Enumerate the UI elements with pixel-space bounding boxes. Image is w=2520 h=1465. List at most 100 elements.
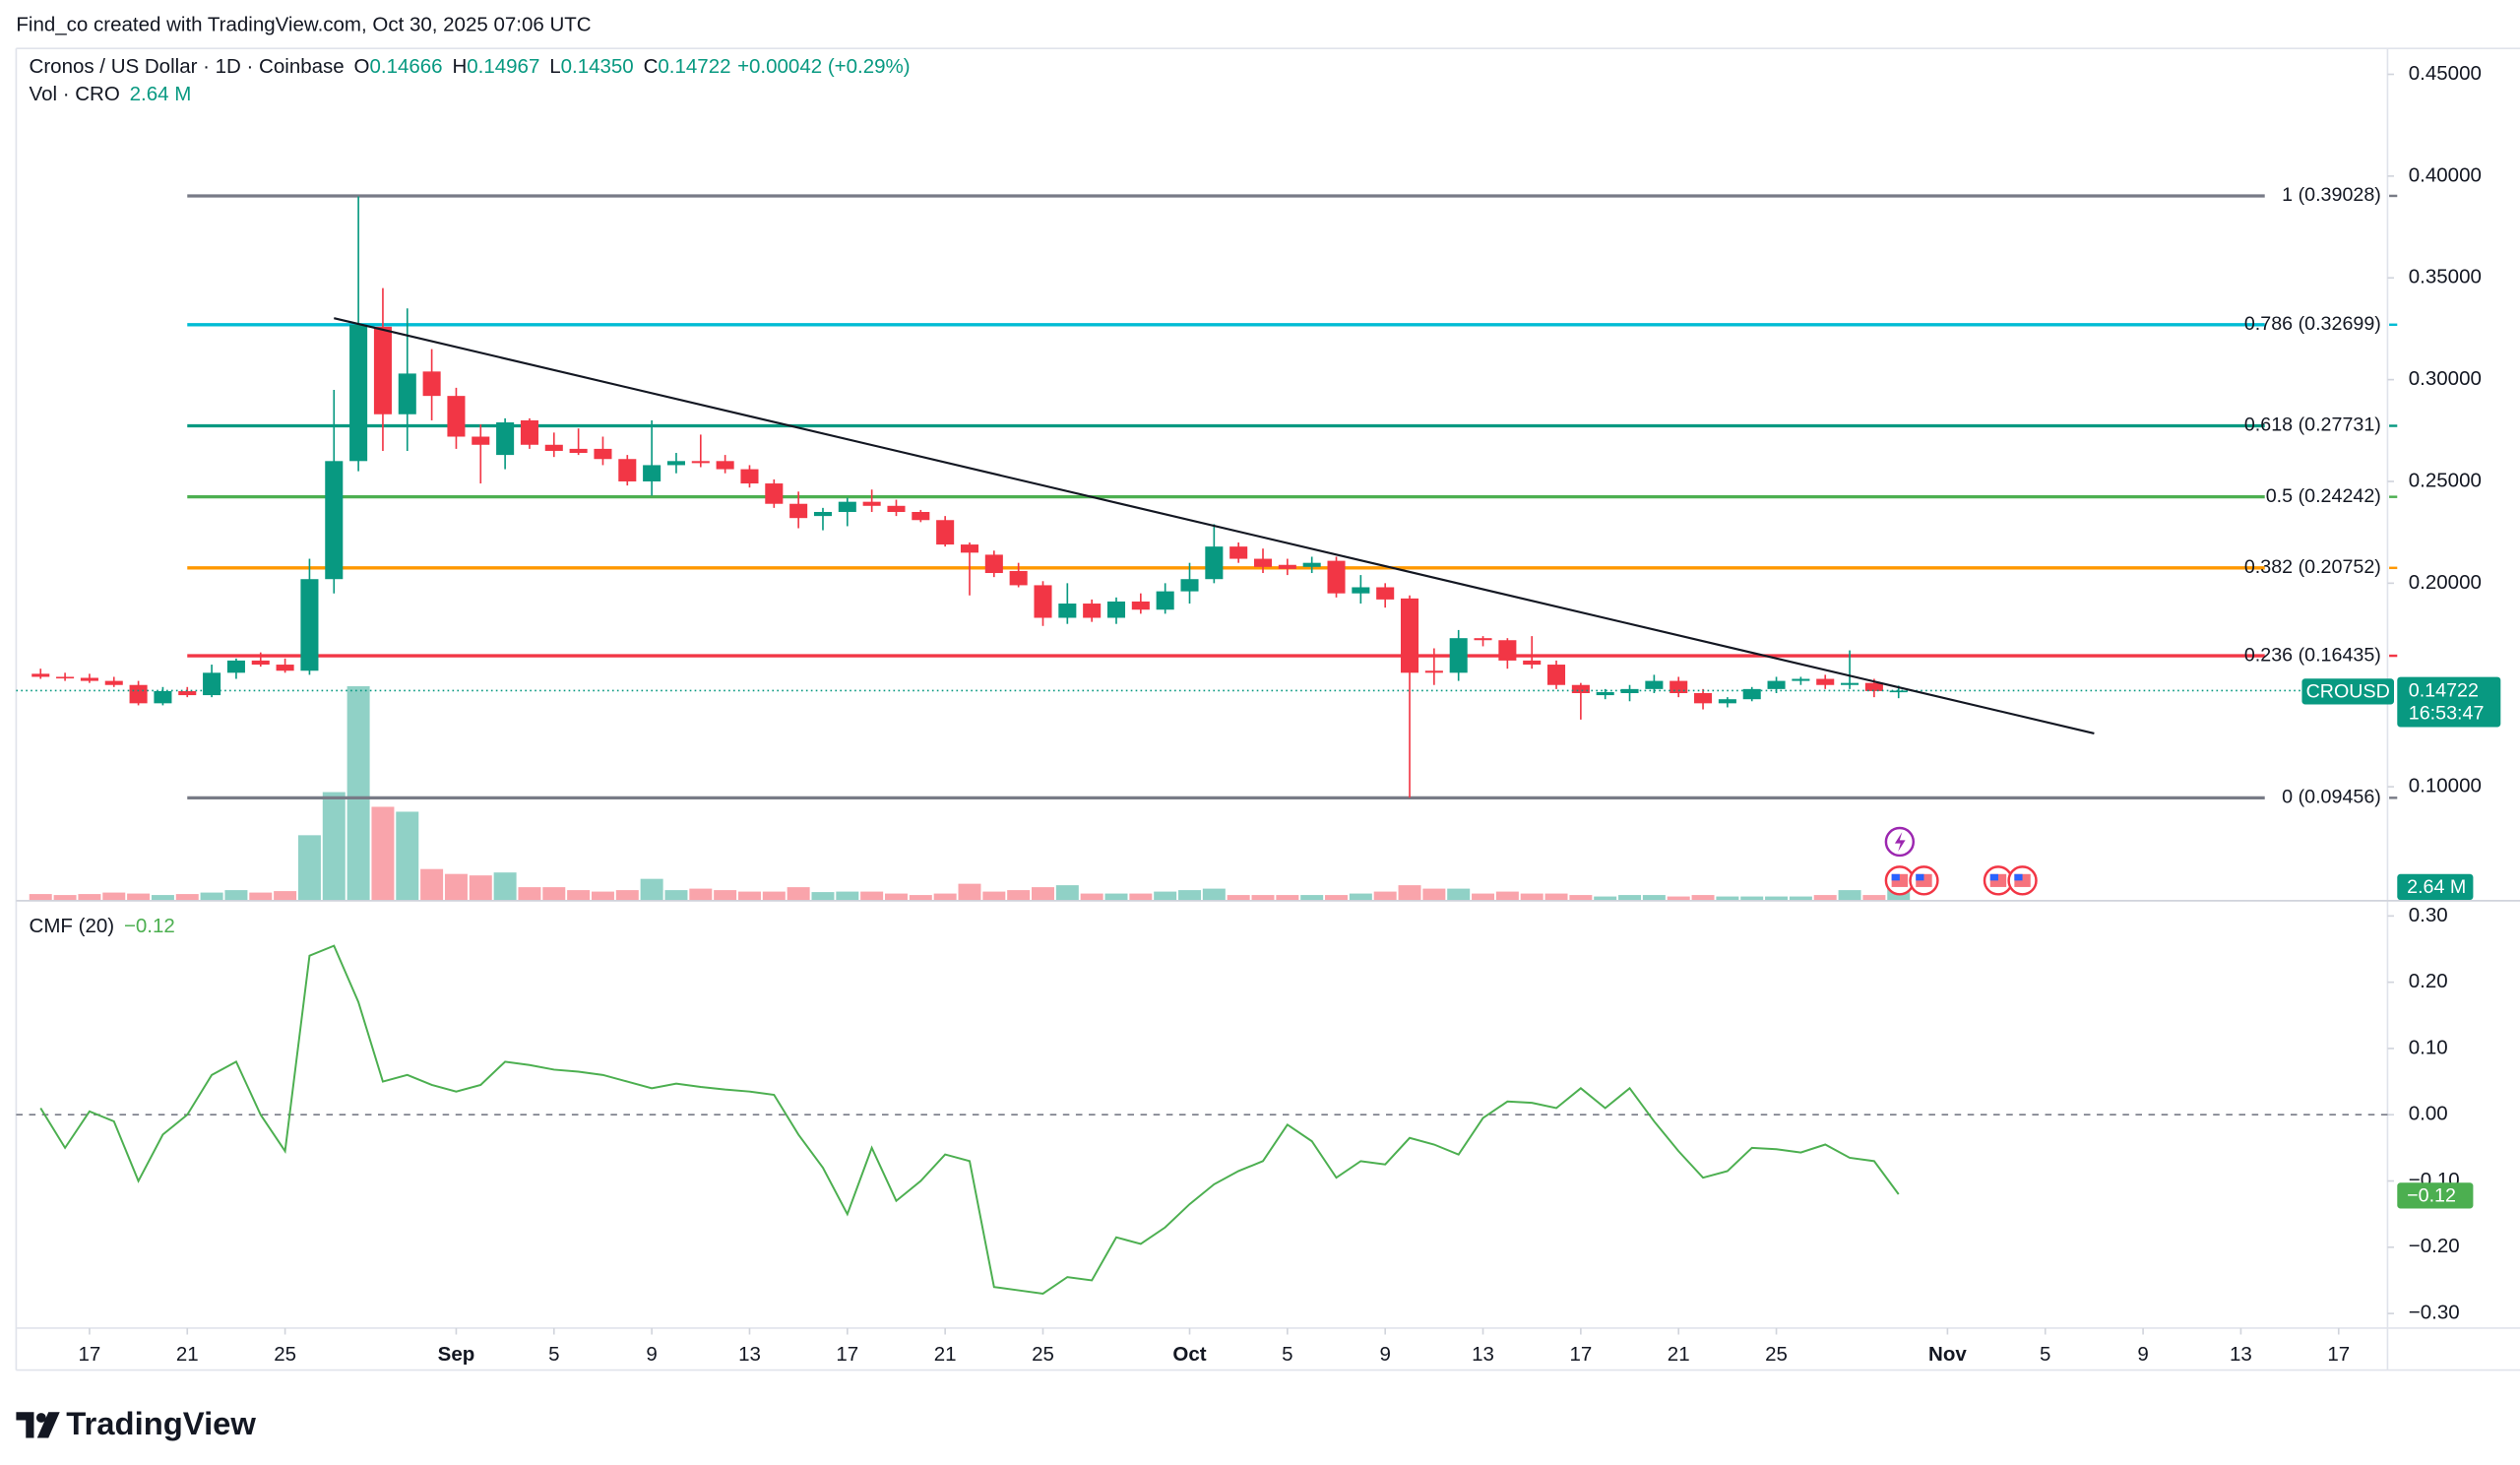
candle-body <box>1767 680 1786 689</box>
x-tick-label: 21 <box>934 1343 957 1366</box>
candle-body <box>1792 678 1810 681</box>
candle-body <box>813 511 833 517</box>
volume-bar <box>1422 888 1446 901</box>
candle-body <box>447 396 466 437</box>
volume-tag-label: 2.64 M <box>2407 876 2466 898</box>
volume-bar <box>1716 896 1739 901</box>
candle-body <box>1205 546 1224 580</box>
volume-bar <box>297 835 321 901</box>
candle-body <box>1034 585 1052 618</box>
event-icons <box>1884 826 2038 896</box>
volume-bar <box>1325 895 1349 901</box>
cmf-tag-label: −0.12 <box>2407 1184 2456 1206</box>
volume-bar <box>1373 891 1397 901</box>
volume-bar <box>1227 895 1250 901</box>
candle-body <box>862 501 881 506</box>
candle-body <box>1498 640 1517 661</box>
candle-body <box>325 461 344 580</box>
panes <box>15 47 2520 1371</box>
candles <box>32 196 1908 798</box>
volume-bar <box>151 895 174 901</box>
candle-body <box>1009 570 1028 586</box>
flag-canton <box>1989 873 1998 881</box>
volume-bar <box>78 894 101 901</box>
x-tick-label: 25 <box>1765 1343 1788 1366</box>
candle-body <box>1302 562 1321 567</box>
fib-label: 0.5 (0.24242) <box>2266 485 2381 507</box>
x-tick-label: 9 <box>2137 1343 2148 1366</box>
candle-body <box>1106 601 1126 618</box>
volume-bar <box>346 686 370 901</box>
ohlc-value: 0.14350 <box>561 55 634 78</box>
volume-bar <box>1838 890 1861 901</box>
candle-body <box>1547 665 1566 685</box>
candle-body <box>472 436 490 445</box>
volume-bar <box>982 891 1006 901</box>
candle-body <box>276 665 294 671</box>
volume-bar <box>1862 895 1886 901</box>
y-tick-label: 0.25000 <box>2409 469 2482 491</box>
cmf-tick-label: 0.20 <box>2409 970 2448 992</box>
logo-text: TradingView <box>66 1405 256 1441</box>
lightning-icon <box>1894 832 1906 852</box>
candle-body <box>1229 546 1248 559</box>
volume-bar <box>664 890 688 901</box>
volume-bars <box>29 686 1911 901</box>
volume-bar <box>1569 895 1593 901</box>
candle-body <box>1474 638 1492 641</box>
ohlc-key: O <box>354 55 370 78</box>
candle-body <box>1131 601 1150 610</box>
volume-bar <box>29 894 52 901</box>
footer-logo: TradingView <box>16 1405 256 1441</box>
volume-bar <box>200 892 223 901</box>
volume-bar <box>1251 895 1275 901</box>
axis-tags: CROUSD 0.14722 16:53:47 2.64 M −0.12 <box>2301 676 2501 1209</box>
candle-body <box>373 326 392 414</box>
volume-bar <box>469 875 492 901</box>
candle-body <box>154 690 172 704</box>
legend: Cronos / US Dollar · 1D · Coinbase O0.146… <box>30 55 911 78</box>
candle-body <box>1571 684 1590 693</box>
fib-label: 1 (0.39028) <box>2282 184 2381 206</box>
ohlc-key: C <box>644 55 659 78</box>
candle-body <box>32 673 50 677</box>
candle-body <box>1424 670 1443 673</box>
x-tick-label: 13 <box>1472 1343 1494 1366</box>
x-tick-label: 5 <box>2040 1343 2050 1366</box>
candle-body <box>1449 638 1468 673</box>
cmf-tick-label: 0.30 <box>2409 904 2448 926</box>
candle-body <box>56 676 75 679</box>
candle-body <box>1841 682 1859 685</box>
volume-bar <box>567 890 591 901</box>
x-tick-label: 17 <box>1569 1343 1592 1366</box>
candle-body <box>178 690 197 696</box>
trendline <box>334 317 2095 734</box>
candle-body <box>838 501 856 512</box>
volume-bar <box>1765 896 1789 901</box>
cmf-legend: CMF (20) −0.12 <box>30 915 175 937</box>
candle-body <box>1889 690 1908 693</box>
candle-body <box>104 680 123 685</box>
volume-bar <box>714 890 737 901</box>
volume-bar <box>444 873 468 901</box>
volume-bar <box>1202 888 1226 901</box>
ohlc-key: H <box>452 55 467 78</box>
candle-body <box>569 448 588 454</box>
volume-bar <box>1472 893 1495 901</box>
volume-bar <box>1080 893 1103 901</box>
candle-body <box>1400 598 1419 673</box>
caption: Find_co created with TradingView.com, Oc… <box>16 14 591 36</box>
x-tick-label: 5 <box>548 1343 559 1366</box>
candle-body <box>716 461 734 470</box>
cmf-line <box>39 944 1900 1295</box>
volume-bar <box>1154 891 1177 901</box>
fib-label: 0.618 (0.27731) <box>2244 414 2381 436</box>
candle-body <box>666 461 685 466</box>
volume-title: Vol · CRO <box>30 83 120 105</box>
volume-bar <box>1447 888 1471 901</box>
volume-bar <box>640 878 663 901</box>
volume-bar <box>1178 890 1201 901</box>
candle-body <box>80 677 98 681</box>
volume-bar <box>102 892 126 901</box>
candle-body <box>251 660 270 666</box>
